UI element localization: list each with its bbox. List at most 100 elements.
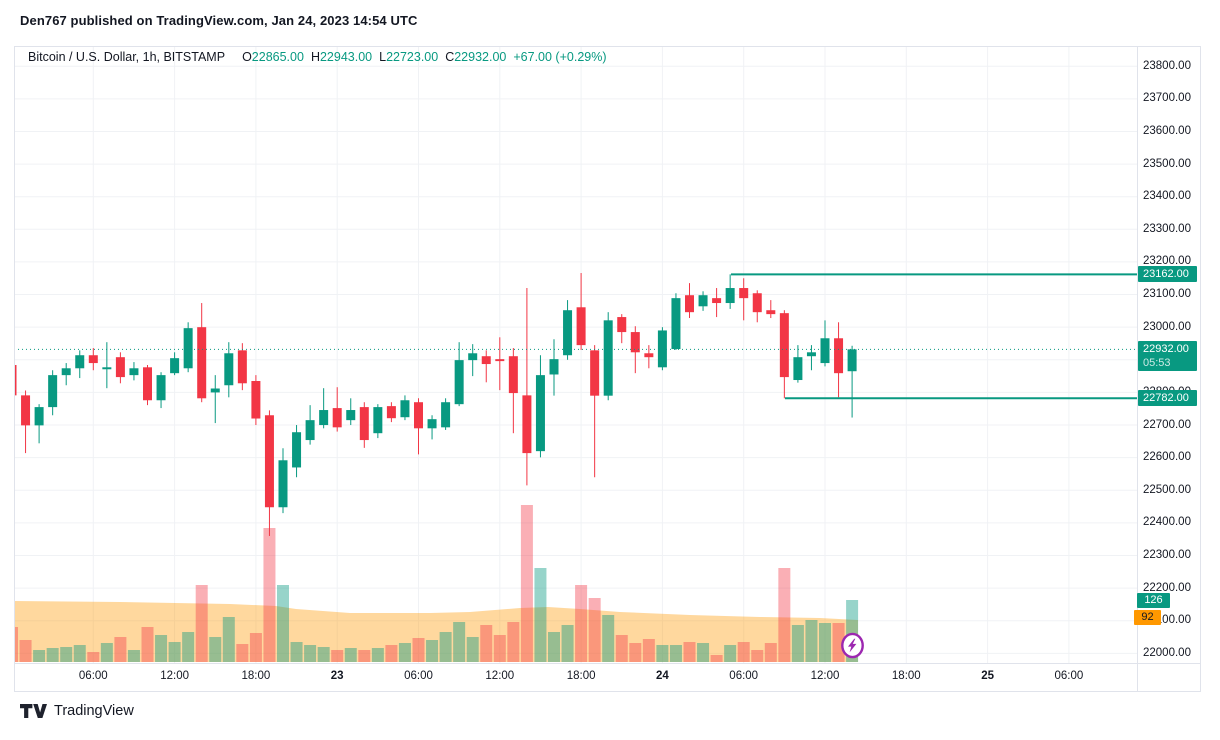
close-value: 22932.00	[454, 50, 507, 64]
low-value: 22723.00	[386, 50, 439, 64]
volume-bar	[290, 642, 303, 662]
volume-bar	[195, 585, 208, 662]
price-tick-label: 23000.00	[1143, 320, 1191, 333]
price-tick-label: 22700.00	[1143, 418, 1191, 431]
volume-bar	[615, 635, 628, 662]
level-high-value: 23162.00	[1143, 268, 1189, 281]
candles	[14, 273, 857, 536]
volume-bar	[791, 625, 804, 662]
volume-bar	[466, 637, 479, 662]
symbol-legend[interactable]: Bitcoin / U.S. Dollar, 1h, BITSTAMP O2286…	[28, 50, 607, 64]
volume-bar	[141, 627, 154, 662]
price-tick-label: 23700.00	[1143, 92, 1191, 105]
volume-bar	[778, 568, 791, 662]
volume-bar	[439, 632, 452, 662]
tradingview-attribution[interactable]: TradingView	[20, 703, 134, 719]
volume-bar	[588, 598, 601, 662]
candle-body	[508, 356, 518, 394]
candle-body	[102, 367, 112, 370]
candle-body	[359, 407, 369, 441]
volume-bar	[832, 623, 845, 662]
volume-bar	[751, 650, 764, 662]
volume-bar	[724, 645, 737, 662]
candle-body	[278, 460, 288, 508]
candle-body	[441, 402, 451, 428]
volume-bar	[249, 633, 262, 662]
volume-bar	[561, 625, 574, 662]
volume-bar	[710, 655, 723, 662]
volume-bar	[114, 637, 127, 662]
time-tick-label: 18:00	[241, 670, 271, 682]
widget-top-border	[14, 46, 1200, 47]
volume-bar	[168, 642, 181, 662]
time-tick-label: 25	[981, 670, 994, 682]
candle-body	[305, 420, 315, 441]
candle-body	[752, 293, 762, 313]
volume-bar	[155, 635, 168, 662]
volume-bar	[14, 627, 18, 662]
candle-body	[88, 355, 98, 364]
volume-bar	[277, 585, 289, 662]
level-low-value: 22782.00	[1143, 392, 1189, 405]
volume-bar	[629, 643, 642, 662]
widget-right-border	[1200, 46, 1201, 692]
candle-body	[237, 350, 247, 384]
candle-body	[671, 298, 681, 350]
volume-bar	[371, 648, 384, 662]
volume-bar	[317, 647, 330, 662]
volume-bar	[548, 632, 560, 662]
volume-bar	[534, 568, 547, 662]
candle-body	[454, 360, 464, 405]
candle-body	[712, 298, 722, 304]
volume-bar	[737, 642, 750, 662]
candle-body	[251, 381, 261, 419]
candle-body	[61, 368, 71, 376]
time-tick-label: 23	[330, 670, 344, 682]
volume-bar	[60, 647, 73, 662]
candle-body	[590, 350, 600, 396]
candle-body	[481, 356, 491, 365]
time-tick-label: 18:00	[891, 670, 921, 682]
time-tick-label: 06:00	[729, 670, 759, 682]
candle-body	[739, 288, 749, 299]
volume-bar	[575, 585, 588, 662]
candle-body	[414, 402, 423, 429]
current-price-badge: 22932.00 05:53	[1138, 341, 1197, 372]
volume-bar	[507, 622, 520, 662]
high-label: H	[310, 50, 320, 64]
volume-bar	[73, 645, 86, 662]
volume-bar	[236, 644, 249, 662]
time-tick-label: 12:00	[810, 670, 840, 682]
level-price-badge-low: 22782.00	[1138, 390, 1197, 407]
candle-body	[522, 395, 532, 454]
open-value: 22865.00	[251, 50, 304, 64]
volume-bar	[33, 650, 46, 662]
price-tick-label: 22500.00	[1143, 483, 1191, 496]
candle-body	[644, 353, 654, 358]
symbol-title[interactable]: Bitcoin / U.S. Dollar, 1h, BITSTAMP	[28, 50, 226, 64]
candle-body	[264, 415, 274, 508]
candle-body	[779, 313, 789, 378]
volume-bar	[385, 645, 398, 662]
lightning-icon[interactable]	[840, 632, 865, 664]
volume-bar	[697, 643, 710, 662]
time-tick-label: 12:00	[160, 670, 189, 682]
volume-bar	[669, 645, 682, 662]
candle-body	[129, 368, 139, 376]
candle-body	[820, 338, 830, 364]
candle-body	[427, 419, 437, 429]
tradingview-brand-text: TradingView	[54, 703, 134, 719]
volume-bar	[819, 623, 831, 662]
price-tick-label: 23300.00	[1143, 222, 1191, 235]
current-price-value: 22932.00	[1143, 343, 1189, 356]
volume-bar	[331, 650, 344, 662]
volume-bar	[412, 638, 425, 662]
candle-body	[386, 406, 396, 419]
volume-bar	[209, 637, 222, 662]
time-tick-label: 06:00	[1054, 670, 1084, 682]
indicator-value-126: 126	[1144, 594, 1163, 606]
price-axis-separator	[1137, 46, 1138, 692]
volume-bar	[46, 648, 59, 662]
volume-bar	[358, 650, 371, 662]
